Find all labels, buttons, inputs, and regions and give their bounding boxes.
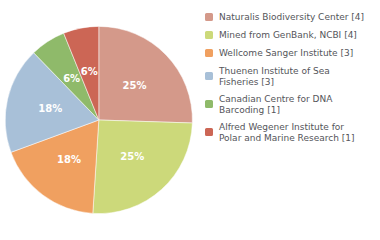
svg-text:25%: 25%	[120, 151, 144, 162]
svg-text:Alfred Wegener Institute for: Alfred Wegener Institute for	[219, 122, 344, 132]
svg-text:25%: 25%	[123, 80, 147, 91]
svg-text:Barcoding [1]: Barcoding [1]	[219, 105, 280, 115]
svg-text:Thuenen Institute of Sea: Thuenen Institute of Sea	[218, 66, 330, 76]
svg-text:6%: 6%	[63, 73, 80, 84]
svg-text:Canadian Centre for DNA: Canadian Centre for DNA	[219, 94, 333, 104]
svg-text:Naturalis Biodiversity Center: Naturalis Biodiversity Center [4]	[219, 12, 364, 22]
svg-text:6%: 6%	[81, 66, 98, 77]
svg-text:Mined from GenBank, NCBI [4]: Mined from GenBank, NCBI [4]	[219, 30, 357, 40]
svg-text:Polar and Marine Research [1]: Polar and Marine Research [1]	[219, 133, 354, 143]
svg-text:Wellcome Sanger Institute [3]: Wellcome Sanger Institute [3]	[219, 48, 353, 58]
svg-text:18%: 18%	[38, 103, 62, 114]
svg-text:Fisheries [3]: Fisheries [3]	[219, 77, 274, 87]
svg-text:18%: 18%	[57, 154, 81, 165]
